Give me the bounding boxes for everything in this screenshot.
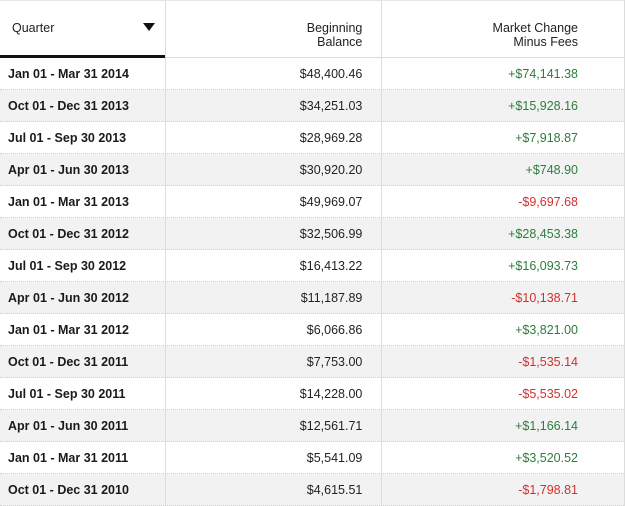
quarter-cell: Apr 01 - Jun 30 2013	[8, 163, 129, 177]
market-change-cell: -$9,697.68	[381, 186, 624, 217]
caret-down-icon[interactable]	[142, 23, 155, 31]
table-row: Jan 01 - Mar 31 2011 $5,541.09 +$3,520.52	[0, 442, 624, 474]
quarter-cell: Jan 01 - Mar 31 2013	[8, 195, 129, 209]
quarter-cell: Oct 01 - Dec 31 2012	[8, 227, 129, 241]
beginning-balance-cell: $49,969.07	[164, 186, 382, 217]
quarter-cell: Oct 01 - Dec 31 2011	[8, 355, 129, 369]
quarter-header-label: Quarter	[12, 21, 55, 35]
beginning-balance-cell: $28,969.28	[164, 122, 382, 153]
quarter-cell: Jul 01 - Sep 30 2013	[8, 131, 127, 145]
market-header-line2: Minus Fees	[513, 35, 578, 49]
beginning-balance-cell: $14,228.00	[164, 378, 382, 409]
beginning-header-line1: Beginning	[306, 21, 363, 35]
table-row: Apr 01 - Jun 30 2012 $11,187.89 -$10,138.7…	[0, 282, 624, 314]
beginning-balance-cell: $7,753.00	[164, 346, 382, 377]
market-change-cell: +$3,520.52	[381, 442, 624, 473]
table-row: Oct 01 - Dec 31 2011 $7,753.00 -$1,535.14	[0, 346, 624, 378]
market-change-cell: -$10,138.71	[381, 282, 624, 313]
beginning-balance-cell: $11,187.89	[164, 282, 382, 313]
beginning-balance-column-header[interactable]: Beginning Balance	[164, 1, 382, 58]
beginning-balance-cell: $32,506.99	[164, 218, 382, 249]
table-row: Oct 01 - Dec 31 2012 $32,506.99 +$28,453.3…	[0, 218, 624, 250]
market-change-cell: -$1,535.14	[381, 346, 624, 377]
table-row: Jan 01 - Mar 31 2013 $49,969.07 -$9,697.68	[0, 186, 624, 218]
quarter-cell: Jul 01 - Sep 30 2011	[8, 387, 126, 401]
market-change-cell: +$748.90	[381, 154, 624, 185]
quarter-cell: Oct 01 - Dec 31 2010	[8, 483, 129, 497]
table-row: Oct 01 - Dec 31 2013 $34,251.03 +$15,928.1…	[0, 90, 624, 122]
market-change-cell: +$7,918.87	[381, 122, 624, 153]
table-row: Jan 01 - Mar 31 2012 $6,066.86 +$3,821.00	[0, 314, 624, 346]
quarter-cell: Jul 01 - Sep 30 2012	[8, 259, 127, 273]
table-row: Jul 01 - Sep 30 2011 $14,228.00 -$5,535.02	[0, 378, 624, 410]
table-row: Jul 01 - Sep 30 2012 $16,413.22 +$16,093.7…	[0, 250, 624, 282]
table-body: Jan 01 - Mar 31 2014 $48,400.46 +$74,141.3…	[0, 58, 624, 506]
table-row: Apr 01 - Jun 30 2013 $30,920.20 +$748.90	[0, 154, 624, 186]
table-row: Apr 01 - Jun 30 2011 $12,561.71 +$1,166.14	[0, 410, 624, 442]
table-row: Jan 01 - Mar 31 2014 $48,400.46 +$74,141.3…	[0, 58, 624, 90]
market-change-cell: +$15,928.16	[381, 90, 624, 121]
quarter-cell: Oct 01 - Dec 31 2013	[8, 99, 129, 113]
beginning-balance-cell: $48,400.46	[164, 58, 382, 89]
quarter-cell: Apr 01 - Jun 30 2011	[8, 419, 129, 433]
market-header-line1: Market Change	[492, 21, 578, 35]
market-change-cell: +$1,166.14	[381, 410, 624, 441]
quarter-cell: Jan 01 - Mar 31 2014	[8, 67, 129, 81]
table-row: Jul 01 - Sep 30 2013 $28,969.28 +$7,918.87	[0, 122, 624, 154]
market-change-cell: +$16,093.73	[381, 250, 624, 281]
market-change-cell: +$28,453.38	[381, 218, 624, 249]
market-change-column-header[interactable]: Market Change Minus Fees	[381, 1, 624, 58]
quarter-cell: Jan 01 - Mar 31 2012	[8, 323, 129, 337]
beginning-balance-cell: $6,066.86	[164, 314, 382, 345]
quarter-cell: Jan 01 - Mar 31 2011	[8, 451, 129, 465]
beginning-balance-cell: $5,541.09	[164, 442, 382, 473]
beginning-balance-cell: $34,251.03	[164, 90, 382, 121]
market-change-cell: +$74,141.38	[381, 58, 624, 89]
table-header: Quarter Beginning Balance Market Change …	[0, 0, 624, 58]
beginning-balance-cell: $16,413.22	[164, 250, 382, 281]
beginning-balance-cell: $12,561.71	[164, 410, 382, 441]
beginning-header-line2: Balance	[317, 35, 363, 49]
table-row: Oct 01 - Dec 31 2010 $4,615.51 -$1,798.81	[0, 474, 624, 506]
quarter-column-header[interactable]: Quarter	[0, 1, 165, 58]
beginning-balance-cell: $4,615.51	[164, 474, 382, 505]
quarter-cell: Apr 01 - Jun 30 2012	[8, 291, 129, 305]
market-change-cell: -$5,535.02	[381, 378, 624, 409]
market-change-cell: +$3,821.00	[381, 314, 624, 345]
market-change-cell: -$1,798.81	[381, 474, 624, 505]
beginning-balance-cell: $30,920.20	[164, 154, 382, 185]
